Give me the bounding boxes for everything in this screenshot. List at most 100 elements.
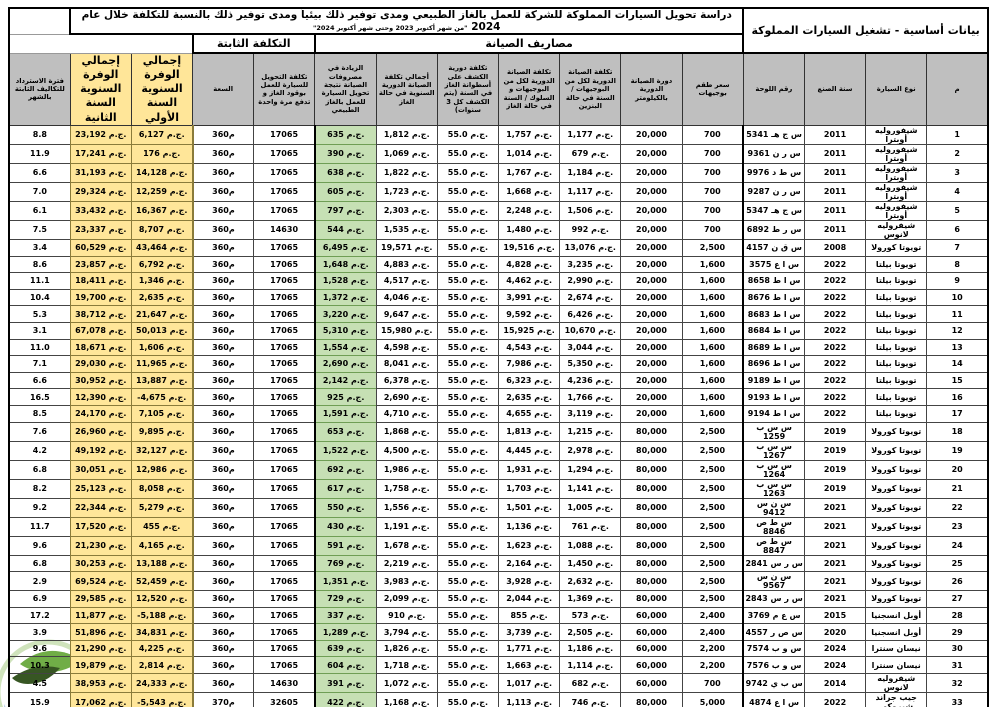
cell-inspect: 55.0 ج.م. bbox=[436, 692, 500, 707]
cell-plug: 700 bbox=[681, 673, 745, 694]
cell-gas: 855 ج.م. bbox=[497, 606, 561, 625]
cell-petrol: 1,369 ج.م. bbox=[559, 590, 622, 608]
cell-increase: 1,351 ج.م. bbox=[314, 571, 377, 592]
cell-plate: س ق ن 4157 bbox=[742, 238, 805, 257]
cell-increase: 729 ج.م. bbox=[314, 590, 377, 608]
cell-increase: 925 ج.م. bbox=[314, 388, 377, 406]
cell-payback: 6.8 bbox=[8, 459, 71, 480]
table-row: 3 شيفوروليه أوبترا 2011 س ط د 9976 700 20,000… bbox=[8, 162, 989, 183]
cell-cap: 3م60 bbox=[192, 656, 255, 675]
cell-petrol: 13,076 ج.م. bbox=[559, 238, 622, 257]
cell-conv: 17065 bbox=[253, 656, 316, 675]
cell-payback: 7.1 bbox=[8, 355, 71, 373]
column-header-cycle: دورة الصيانة الدورية بالكيلومتر bbox=[620, 52, 683, 126]
cell-petrol: 2,632 ج.م. bbox=[559, 571, 622, 592]
table-row: 7 تويوتا كورولا 2008 س ق ن 4157 2,500 20,000 1… bbox=[8, 238, 989, 257]
cell-petrol: 2,505 ج.م. bbox=[559, 623, 622, 641]
cell-conv: 17065 bbox=[253, 571, 316, 592]
cell-plug: 1,600 bbox=[681, 371, 745, 390]
group-header-basic-data: بيانات أساسية - تشغيل السيارات المملوكة bbox=[742, 7, 989, 54]
cell-inspect: 55.0 ج.م. bbox=[436, 440, 500, 461]
cell-inspect: 55.0 ج.م. bbox=[436, 516, 500, 537]
cell-plug: 2,500 bbox=[681, 554, 745, 573]
cell-gastotal: 1,556 ج.م. bbox=[375, 497, 438, 518]
cell-gas: 3,928 ج.م. bbox=[497, 571, 561, 592]
cell-cap: 3م60 bbox=[192, 623, 255, 641]
cell-inspect: 55.0 ج.م. bbox=[436, 606, 500, 625]
cell-year: 2022 bbox=[803, 388, 867, 406]
cell-gastotal: 6,378 ج.م. bbox=[375, 371, 438, 390]
cell-cap: 3م60 bbox=[192, 606, 255, 625]
table-row: 31 نيسان سنترا 2024 س و ب 7576 2,200 60,000 1,… bbox=[8, 656, 989, 675]
cell-y1: 34,831 ج.م. bbox=[130, 623, 194, 641]
cell-plug: 1,600 bbox=[681, 404, 745, 423]
cell-payback: 8.6 bbox=[8, 255, 71, 274]
cell-payback: 8.2 bbox=[8, 478, 71, 499]
cell-cap: 3م60 bbox=[192, 421, 255, 442]
cell-num: 17 bbox=[926, 404, 989, 423]
cell-gas: 2,164 ج.م. bbox=[497, 554, 561, 573]
cell-conv: 17065 bbox=[253, 478, 316, 499]
cell-plug: 2,200 bbox=[681, 656, 745, 675]
cell-cycle: 20,000 bbox=[620, 238, 683, 257]
cell-gas: 4,445 ج.م. bbox=[497, 440, 561, 461]
cell-y2: 22,344 ج.م. bbox=[69, 497, 132, 518]
cell-type: تويوتا كورولا bbox=[865, 554, 928, 573]
table-row: 2 شيفوروليه أوبترا 2011 س ر ن 9361 700 20,000… bbox=[8, 143, 989, 164]
column-header-year: سنة الصنع bbox=[803, 52, 867, 126]
cell-petrol: 1,450 ج.م. bbox=[559, 554, 622, 573]
cell-type: شيفروليه لانوس bbox=[865, 673, 928, 694]
cell-y1: 32,127 ج.م. bbox=[130, 440, 194, 461]
cell-plate: س ر س 2843 bbox=[742, 590, 805, 608]
cell-gastotal: 4,517 ج.م. bbox=[375, 272, 438, 290]
cell-y2: 21,230 ج.م. bbox=[69, 535, 132, 556]
cell-conv: 17065 bbox=[253, 421, 316, 442]
column-header-row: م نوع السيارة سنة الصنع رقم اللوحة سعر طقم ب… bbox=[8, 52, 989, 126]
cell-cycle: 20,000 bbox=[620, 255, 683, 274]
table-row: 18 تويوتا كورولا 2019 س س ب 1259 2,500 80,000… bbox=[8, 421, 989, 442]
cell-conv: 17065 bbox=[253, 321, 316, 340]
cell-y2: 23,857 ج.م. bbox=[69, 255, 132, 274]
cell-year: 2019 bbox=[803, 421, 867, 442]
cell-gas: 4,543 ج.م. bbox=[497, 338, 561, 357]
column-header-cap: السعة bbox=[192, 52, 255, 126]
cell-num: 21 bbox=[926, 478, 989, 499]
table-row: 26 تويوتا كورولا 2021 س ن س 9567 2,500 80,000… bbox=[8, 571, 989, 592]
cell-increase: 6,495 ج.م. bbox=[314, 238, 377, 257]
cell-type: تويوتا كورولا bbox=[865, 590, 928, 608]
cell-type: تويوتا بيلتا bbox=[865, 355, 928, 373]
cell-cap: 3م60 bbox=[192, 288, 255, 307]
table-row: 32 شيفروليه لانوس 2014 س ب ي 9742 700 60,000 6… bbox=[8, 673, 989, 694]
cell-gastotal: 15,980 ج.م. bbox=[375, 321, 438, 340]
cell-petrol: 1,114 ج.م. bbox=[559, 656, 622, 675]
cell-petrol: 761 ج.م. bbox=[559, 516, 622, 537]
cell-petrol: 4,236 ج.م. bbox=[559, 371, 622, 390]
cell-plug: 700 bbox=[681, 162, 745, 183]
cell-plate: س ا ط 8696 bbox=[742, 355, 805, 373]
table-row: 9 تويوتا بيلتا 2022 س ا ط 8658 1,600 20,000 2,… bbox=[8, 272, 989, 290]
cell-y1: 455 ج.م. bbox=[130, 516, 194, 537]
table-row: 13 تويوتا بيلتا 2022 س ا ط 8689 1,600 20,000 3… bbox=[8, 338, 989, 357]
cell-num: 13 bbox=[926, 338, 989, 357]
column-header-plug: سعر طقم بوجيهات bbox=[681, 52, 744, 126]
cell-plug: 2,500 bbox=[681, 421, 745, 442]
cell-y1: 1,606 ج.م. bbox=[130, 338, 194, 357]
cell-gas: 15,925 ج.م. bbox=[497, 321, 561, 340]
cell-cycle: 60,000 bbox=[620, 656, 683, 675]
cell-petrol: 1,766 ج.م. bbox=[559, 388, 622, 406]
cell-y1: 4,165 ج.م. bbox=[130, 535, 194, 556]
title-main: دراسة تحويل السيارات المملوكة للشركة للع… bbox=[81, 9, 732, 33]
cell-payback: 8.5 bbox=[8, 404, 71, 423]
cell-y1: 12,986 ج.م. bbox=[130, 459, 194, 480]
cell-cap: 3م60 bbox=[192, 355, 255, 373]
cell-cap: 3م60 bbox=[192, 371, 255, 390]
cell-y1: -5,543 ج.م. bbox=[130, 692, 194, 707]
cell-cap: 3م60 bbox=[192, 388, 255, 406]
cell-num: 31 bbox=[926, 656, 989, 675]
cell-y2: 30,253 ج.م. bbox=[69, 554, 132, 573]
cell-plate: س ر ن 9287 bbox=[742, 181, 805, 202]
cell-cap: 3م60 bbox=[192, 305, 255, 323]
cell-gastotal: 2,099 ج.م. bbox=[375, 590, 438, 608]
cell-gas: 2,044 ج.م. bbox=[497, 590, 561, 608]
cell-petrol: 1,005 ج.م. bbox=[559, 497, 622, 518]
